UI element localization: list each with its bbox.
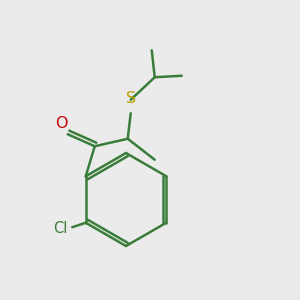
Text: Cl: Cl xyxy=(53,221,68,236)
Text: S: S xyxy=(126,91,136,106)
Text: O: O xyxy=(56,116,68,131)
